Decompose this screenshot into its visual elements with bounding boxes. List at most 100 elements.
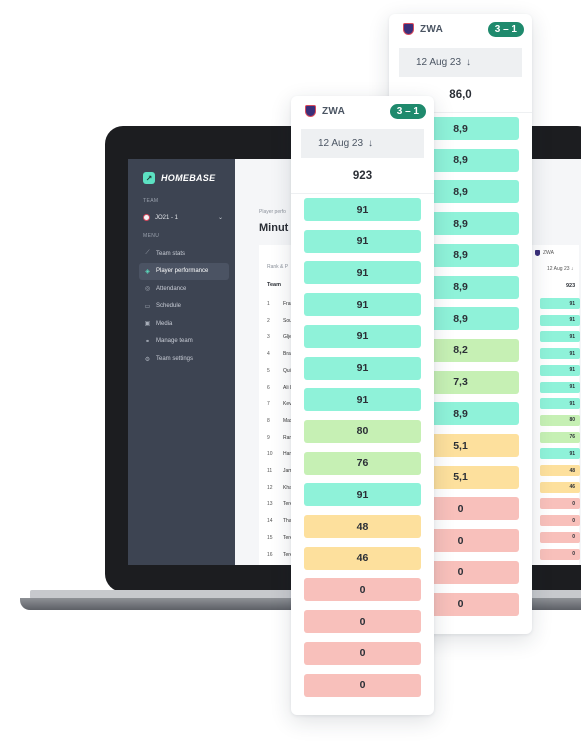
table-row[interactable]: 9 Rane [267,430,295,446]
sidebar-item-media[interactable]: ▣ Media [139,315,229,332]
table-header-team: Team [267,282,281,288]
sidebar-item-label: Team stats [156,250,186,257]
row-player-name: Quir [283,367,293,374]
match-card-front: ZWA 3 – 1 12 Aug 23 ↓ 923 91 91 91 91 91 91 91… [291,96,434,715]
shield-icon: ◈ [145,268,150,275]
sidebar-item-manage-team[interactable]: ⚭ Manage team [139,333,229,350]
row-rank: 1 [267,301,270,307]
value-cell: 0 [304,610,421,634]
sidebar-item-label: Manage team [156,338,193,345]
divider [389,112,532,113]
row-rank: 14 [267,518,273,525]
value-cell: 91 [304,324,421,348]
date-label: 12 Aug 23 [416,57,462,68]
card-total: 86,0 [449,89,472,101]
row-rank: 11 [267,468,273,474]
logo[interactable]: ↗ HOMEBASE [143,172,215,184]
card-header: ZWA 3 – 1 [291,96,434,126]
menu-section-label: MENU [143,233,160,239]
team-badge-icon [305,105,316,117]
sidebar-menu: ⟋ Team stats ◈ Player performance ◎ Attendanc… [139,245,229,368]
table-row[interactable]: 7 Kevi [267,396,293,412]
row-player-name: Fran [283,301,294,307]
mini-team-header: ZWA [535,250,554,256]
image-icon: ▣ [144,321,151,328]
value-cell: 91 [304,261,421,285]
row-player-name: Tere [283,551,293,558]
table-row[interactable]: 4 Bran [267,346,294,362]
mini-value-cell: 91 [540,398,580,410]
row-player-name: Glje [283,334,292,341]
table-row[interactable]: 10 Ham [267,446,294,462]
table-row[interactable]: 12 Khal [267,480,293,496]
table-row[interactable]: 11 Jam [267,463,292,479]
table-row[interactable]: 3 Glje [267,329,292,345]
table-row[interactable]: 16 Tere [267,547,293,563]
row-rank: 2 [267,317,270,324]
team-name: ZWA [420,23,444,35]
table-row[interactable]: 13 Tere [267,496,293,512]
table-row[interactable]: 8 Max [267,413,292,429]
row-rank: 15 [267,534,273,541]
arrow-down-icon: ↓ [368,138,374,149]
table-row[interactable]: 14 Thac [267,513,294,529]
sidebar-item-schedule[interactable]: ▭ Schedule [139,298,229,315]
sidebar-item-player-performance[interactable]: ◈ Player performance [139,262,229,280]
row-player-name: Jam [283,468,293,474]
row-player-name: Tere [283,501,293,508]
score-badge: 3 – 1 [389,103,426,119]
sidebar-item-team-settings[interactable]: ⚙ Team settings [139,351,229,368]
mini-value-cell: 91 [540,364,580,376]
value-cell: 80 [304,419,421,443]
date-sort-button[interactable]: 12 Aug 23 ↓ [399,48,522,77]
team-crest-icon [143,214,150,221]
sidebar-item-label: Media [156,320,173,327]
row-rank: 16 [267,551,273,558]
table-header-rank[interactable]: Rank & P [267,264,289,270]
value-cell: 91 [304,483,421,507]
team-select-value: JO21 - 1 [155,214,179,221]
sidebar-item-team-stats[interactable]: ⟋ Team stats [139,245,229,262]
row-player-name: Ali L [283,384,293,391]
mini-value-cell: 0 [540,548,580,560]
divider [291,193,434,194]
value-cell: 91 [304,293,421,317]
row-player-name: Bran [283,351,294,358]
sidebar-item-attendance[interactable]: ◎ Attendance [139,280,229,297]
chart-icon: ⟋ [145,250,150,256]
mini-team-name: ZWA [543,250,554,256]
date-sort-button[interactable]: 12 Aug 23 ↓ [301,129,424,158]
mini-value-cell: 91 [540,331,580,343]
row-rank: 6 [267,384,270,391]
mini-value-cell: 0 [540,498,580,510]
card-header: ZWA 3 – 1 [389,14,532,44]
mini-date[interactable]: 12 Aug 23 ↓ [547,266,574,272]
row-player-name: Rane [283,434,295,441]
card-total: 923 [352,170,373,182]
value-cell: 0 [304,673,421,697]
value-cell: 91 [304,388,421,412]
value-cell: 91 [304,356,421,380]
table-row[interactable]: 15 Tere [267,530,293,546]
calendar-icon: ▭ [144,303,151,310]
table-row[interactable]: 1 Fran [267,296,293,312]
value-cell: 91 [304,198,421,221]
mini-value-cell: 91 [540,448,580,460]
breadcrumb[interactable]: Player perfo [259,209,286,215]
chevron-down-icon: ⌄ [217,215,223,221]
team-name: ZWA [322,105,346,117]
logo-text: HOMEBASE [161,173,216,183]
row-rank: 9 [267,434,270,441]
row-player-name: Tere [283,534,293,541]
row-rank: 12 [267,484,273,491]
value-cell: 91 [304,229,421,253]
mini-total: 923 [566,283,576,289]
table-row[interactable]: 6 Ali L [267,380,293,396]
mini-value-cell: 80 [540,414,580,426]
table-row[interactable]: 5 Quir [267,363,292,379]
table-row[interactable]: 2 Soul [267,313,293,329]
mini-value-cell: 0 [540,531,580,543]
mini-value-cell: 48 [540,465,580,476]
team-select[interactable]: JO21 - 1 ⌄ [143,214,223,221]
